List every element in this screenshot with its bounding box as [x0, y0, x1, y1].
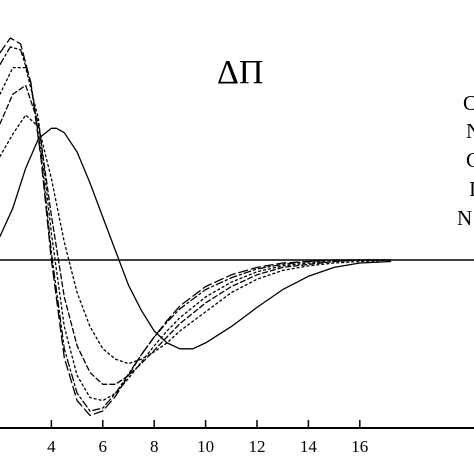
series-line-6: [0, 37, 392, 417]
legend-entry: C: [463, 91, 474, 115]
series-line-4: [0, 66, 392, 402]
legend-entry: N: [457, 206, 472, 230]
legend-entry: C: [466, 148, 474, 172]
series-group: [0, 37, 392, 417]
x-tick-label: 16: [351, 437, 368, 456]
legend-entry: I: [469, 177, 474, 201]
legend-entry: N: [466, 119, 474, 143]
series-line-1: [0, 127, 392, 350]
x-tick-label: 4: [47, 437, 56, 456]
x-ticks: 4 6 8 10 12 14 16: [47, 420, 368, 456]
x-tick-label: 12: [249, 437, 266, 456]
series-line-3: [0, 84, 392, 385]
x-tick-label: 6: [99, 437, 108, 456]
series-line-2: [0, 114, 392, 365]
x-tick-label: 14: [300, 437, 318, 456]
chart-title: ΔΠ: [217, 54, 263, 91]
series-line-5: [0, 46, 392, 412]
x-tick-label: 10: [197, 437, 214, 456]
x-tick-label: 8: [150, 437, 159, 456]
